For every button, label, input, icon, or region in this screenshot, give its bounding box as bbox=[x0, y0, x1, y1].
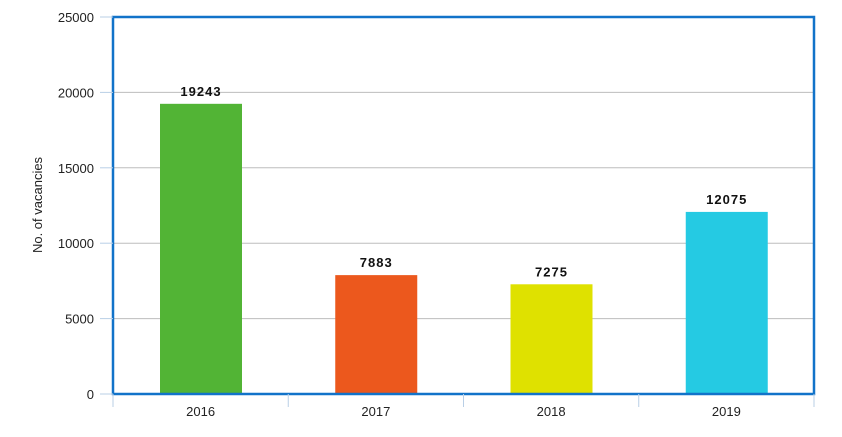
y-tick-label: 20000 bbox=[58, 85, 94, 100]
bar-2017 bbox=[335, 275, 418, 394]
x-tick-label: 2016 bbox=[186, 404, 215, 419]
data-label-2018: 7275 bbox=[535, 264, 568, 279]
bar-2016 bbox=[160, 103, 242, 395]
x-tick-label: 2019 bbox=[712, 404, 741, 419]
data-label-2019: 12075 bbox=[706, 192, 747, 207]
data-label-2017: 7883 bbox=[360, 255, 393, 270]
bar-2019 bbox=[685, 211, 768, 394]
y-tick-label: 25000 bbox=[58, 10, 94, 25]
x-tick-label: 2018 bbox=[537, 404, 566, 419]
y-axis-label: No. of vacancies bbox=[30, 156, 45, 253]
bar-2018 bbox=[510, 284, 593, 394]
x-tick-label: 2017 bbox=[361, 404, 390, 419]
y-tick-label: 10000 bbox=[58, 236, 94, 251]
y-tick-label: 0 bbox=[87, 387, 94, 402]
data-label-2016: 19243 bbox=[180, 84, 221, 99]
y-tick-label: 15000 bbox=[58, 161, 94, 176]
y-tick-label: 5000 bbox=[65, 312, 94, 327]
